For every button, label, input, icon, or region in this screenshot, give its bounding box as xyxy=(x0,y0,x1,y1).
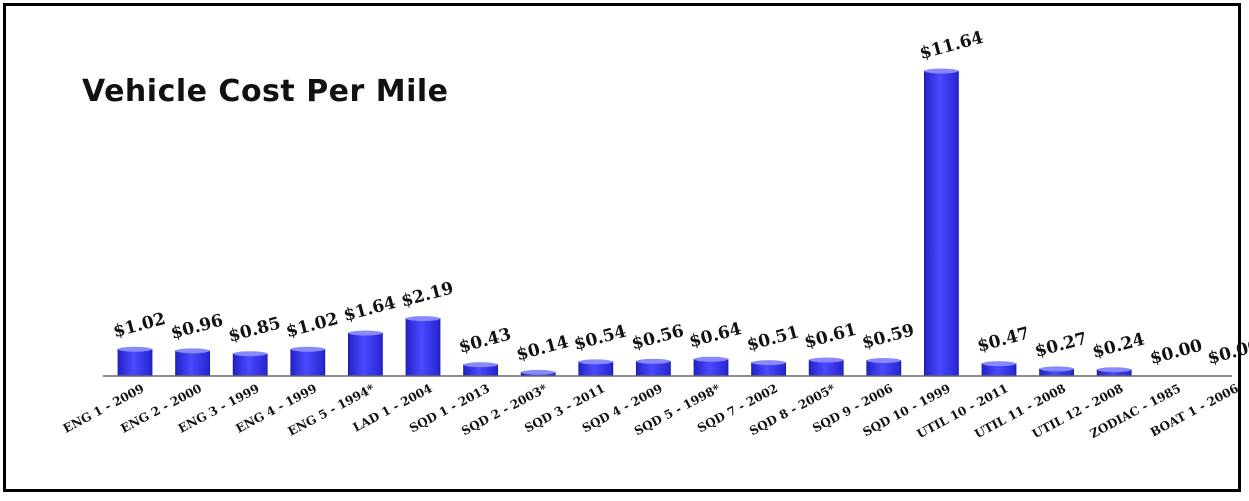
data-label: $1.02 xyxy=(284,309,341,342)
data-label: $0.85 xyxy=(226,313,283,346)
bar-top xyxy=(694,356,728,362)
bar-top xyxy=(1039,366,1074,372)
data-label: $1.02 xyxy=(111,309,168,342)
data-label: $0.27 xyxy=(1033,329,1090,362)
bar xyxy=(693,358,729,377)
data-label: $0.47 xyxy=(975,323,1032,356)
data-label: $2.19 xyxy=(399,278,456,311)
bar-top xyxy=(233,351,268,357)
chart-title: Vehicle Cost Per Mile xyxy=(82,74,449,109)
data-label: $0.96 xyxy=(169,311,226,344)
bar-top xyxy=(521,369,556,375)
data-label: $0.00 xyxy=(1206,336,1249,369)
bar-top xyxy=(175,348,210,354)
data-label: $0.61 xyxy=(802,320,859,353)
bar-top xyxy=(924,68,959,74)
data-label: $0.00 xyxy=(1148,336,1205,369)
bar-top xyxy=(866,358,901,364)
bar-top xyxy=(406,316,440,322)
bar-top xyxy=(636,358,671,364)
data-label: $0.56 xyxy=(630,321,687,354)
bar xyxy=(924,70,959,377)
bar-top xyxy=(982,361,1016,367)
bar-top xyxy=(118,346,152,352)
data-label: $0.54 xyxy=(572,322,629,355)
bar xyxy=(232,353,268,377)
bar xyxy=(117,348,153,377)
data-label: $11.64 xyxy=(918,28,986,64)
bar-top xyxy=(290,346,325,352)
bar xyxy=(175,350,211,377)
data-label: $0.14 xyxy=(514,332,571,365)
data-label: $0.43 xyxy=(457,324,514,357)
bar-top xyxy=(578,359,613,365)
bar-top xyxy=(809,357,844,363)
data-label: $0.59 xyxy=(860,320,917,353)
bar xyxy=(290,348,326,377)
bar xyxy=(347,332,383,377)
bar-top xyxy=(463,362,498,368)
bar-top xyxy=(348,330,383,336)
data-label: $0.24 xyxy=(1090,329,1147,362)
data-label: $0.64 xyxy=(687,319,744,352)
bar-top xyxy=(751,360,786,366)
data-label: $1.64 xyxy=(342,293,399,326)
chart-frame xyxy=(3,3,1241,492)
bar xyxy=(405,318,441,377)
data-label: $0.51 xyxy=(745,322,802,355)
bar-top xyxy=(1097,367,1132,373)
